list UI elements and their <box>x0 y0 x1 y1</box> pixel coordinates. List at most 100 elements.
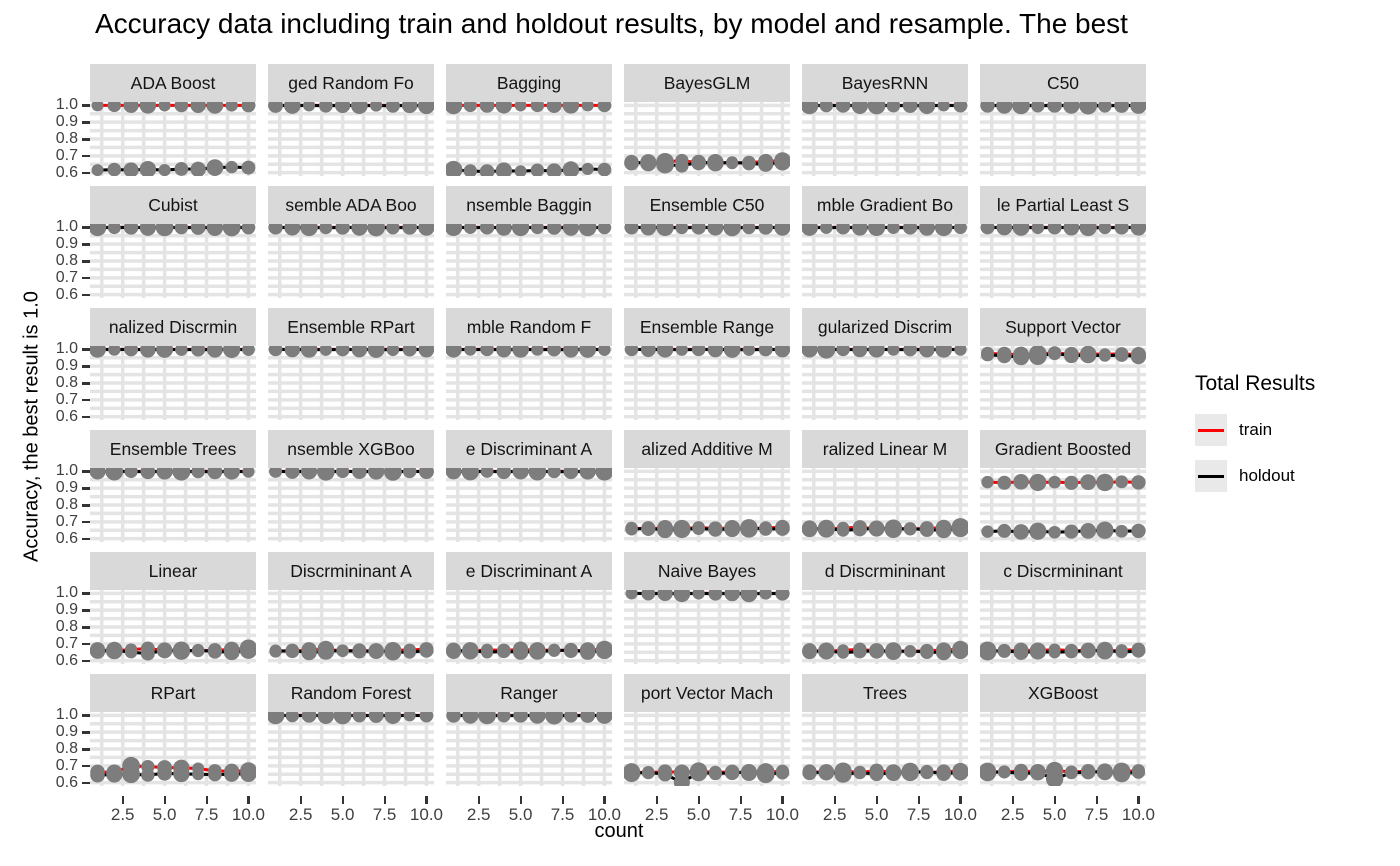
facet-row: 1.0 0.9 0.8 0.7 0.6 ADA Boost ged Random Fo Bag… <box>36 64 1158 180</box>
y-tick-mark <box>82 781 90 785</box>
data-point <box>172 641 190 659</box>
facet-strip: Ensemble Range <box>624 308 790 346</box>
data-point <box>418 346 434 358</box>
data-point <box>300 346 318 358</box>
data-point <box>1045 761 1064 780</box>
y-tick-label: 0.8 <box>55 618 78 635</box>
data-point <box>241 224 256 235</box>
data-point <box>335 346 350 357</box>
data-point <box>1064 643 1079 658</box>
facet-panel <box>90 224 256 298</box>
data-point <box>1064 475 1079 490</box>
facet-strip: BayesRNN <box>802 64 968 102</box>
data-point <box>920 765 934 780</box>
y-tick-mark <box>82 104 90 107</box>
legend-key-train <box>1195 414 1227 446</box>
data-point <box>1013 473 1029 490</box>
data-point <box>869 643 885 659</box>
data-point <box>496 346 512 357</box>
facet-strip: RPart <box>90 674 256 712</box>
data-point <box>996 102 1013 114</box>
data-point <box>675 224 689 234</box>
data-point <box>107 102 122 113</box>
data-point <box>192 762 205 775</box>
data-point <box>673 519 691 538</box>
data-point <box>935 642 952 658</box>
data-point <box>818 764 835 781</box>
facet-row: 1.0 0.9 0.8 0.7 0.6 RPart Random Forest Ranger p… <box>36 674 1158 790</box>
data-point <box>1131 475 1146 490</box>
data-point <box>402 346 417 357</box>
data-point <box>241 102 256 113</box>
data-point <box>206 102 224 114</box>
data-point <box>692 590 705 600</box>
data-point <box>268 346 283 357</box>
data-point <box>547 346 562 357</box>
y-tick-mark <box>82 154 90 158</box>
data-point <box>580 712 596 723</box>
data-point <box>997 523 1012 538</box>
data-point <box>191 644 205 658</box>
data-point <box>675 153 689 168</box>
x-tick-label: 5.0 <box>508 805 533 824</box>
facet-strip: nsemble XGBoo <box>268 430 434 468</box>
x-tick-mark <box>519 796 523 804</box>
data-point <box>742 346 756 356</box>
data-point <box>934 224 953 237</box>
x-tick-label: 2.5 <box>1000 805 1025 824</box>
facet-strip: nsemble Baggin <box>446 186 612 224</box>
x-tick-label: 10.0 <box>765 805 799 824</box>
data-point <box>998 765 1011 779</box>
x-tick-label: 2.5 <box>466 805 491 824</box>
data-point <box>774 346 790 358</box>
x-axis-cell: 2.5 5.0 7.5 10.0 <box>446 796 621 830</box>
data-point <box>742 224 756 234</box>
facet-strip: Ranger <box>446 674 612 712</box>
data-point <box>853 642 867 657</box>
data-point <box>742 155 756 170</box>
data-point <box>640 155 657 172</box>
data-point <box>1115 644 1128 657</box>
data-point <box>242 346 255 356</box>
x-axis-cell: 2.5 5.0 7.5 10.0 <box>90 796 265 830</box>
x-tick-mark <box>917 796 921 804</box>
data-point <box>303 102 316 112</box>
data-point <box>564 712 578 723</box>
data-point <box>530 102 545 113</box>
y-tick-label: 1.0 <box>55 340 78 358</box>
facet-row: 1.0 0.9 0.8 0.7 0.6 nalized Discrmin Ensemble … <box>36 308 1158 424</box>
facet-panel <box>980 102 1146 176</box>
data-point <box>495 224 512 236</box>
y-tick-mark <box>82 626 90 629</box>
data-point <box>724 764 740 780</box>
data-point <box>802 346 818 358</box>
data-point <box>851 102 868 114</box>
facet-panel <box>268 590 434 664</box>
data-point <box>351 102 368 114</box>
y-tick-label: 1.0 <box>55 218 78 236</box>
y-tick-mark <box>82 348 90 351</box>
facet-row: 1.0 0.9 0.8 0.7 0.6 Ensemble Trees nsemble XGB… <box>36 430 1158 546</box>
holdout-line-swatch <box>1198 474 1224 478</box>
data-point <box>904 645 917 658</box>
data-point <box>225 102 238 112</box>
data-point <box>1131 642 1146 657</box>
data-point <box>352 468 367 479</box>
data-point <box>124 346 138 357</box>
data-point <box>562 224 579 236</box>
facet-panel <box>446 712 612 786</box>
data-point <box>708 521 723 536</box>
data-point <box>419 642 434 657</box>
facet: Support Vector <box>980 308 1146 420</box>
data-point <box>1098 102 1112 113</box>
data-point <box>691 155 707 171</box>
y-tick-label: 0.9 <box>55 357 78 375</box>
data-point <box>563 644 578 659</box>
data-point <box>802 102 819 115</box>
data-point <box>852 520 867 535</box>
data-point <box>775 764 790 779</box>
data-point <box>656 224 674 236</box>
data-point <box>225 160 238 174</box>
data-point <box>124 468 138 478</box>
y-axis-gutter: 1.0 0.9 0.8 0.7 0.6 <box>36 308 90 424</box>
